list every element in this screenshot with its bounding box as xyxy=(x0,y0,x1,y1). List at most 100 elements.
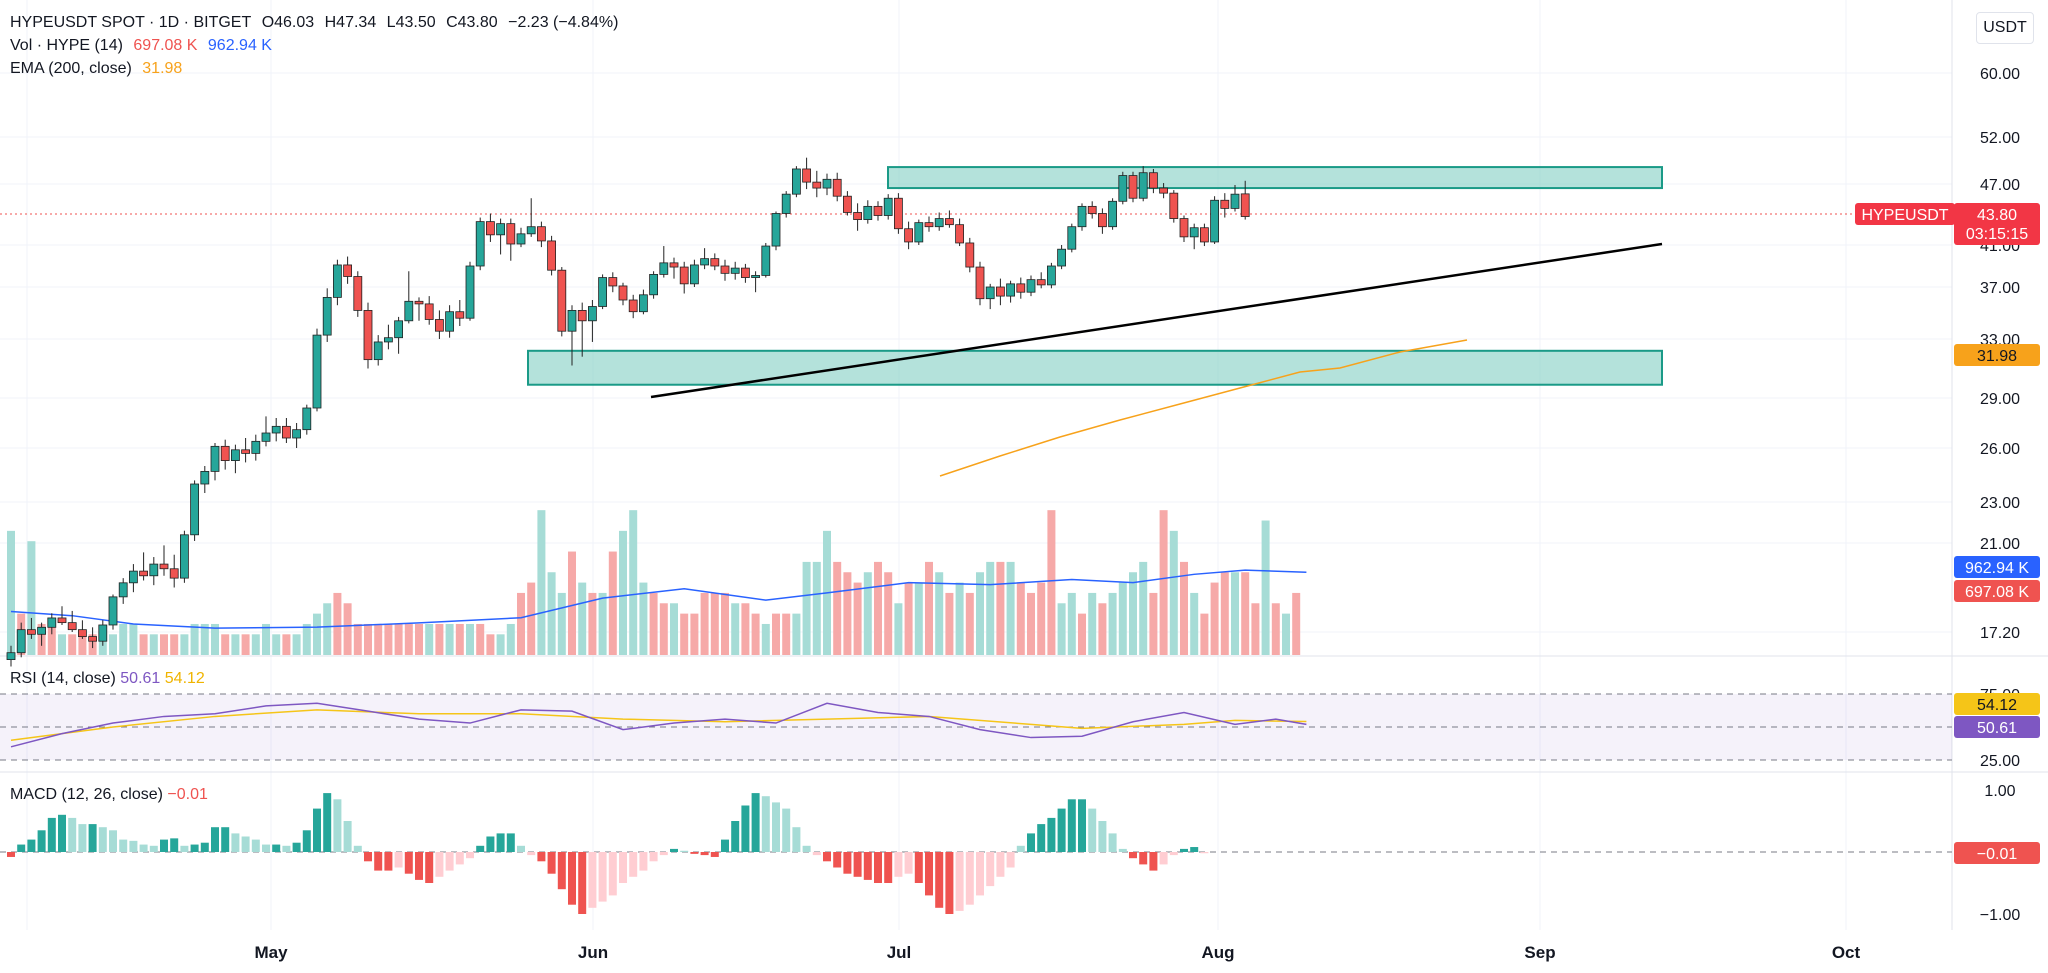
macd-histogram-bar xyxy=(659,852,668,856)
volume-bar xyxy=(527,582,536,655)
candle-body xyxy=(1036,279,1046,286)
volume-bar xyxy=(802,561,811,655)
volume-bar xyxy=(323,603,332,655)
macd-histogram-bar xyxy=(1006,852,1015,868)
candle-body xyxy=(608,277,618,287)
volume-bar xyxy=(1180,561,1188,655)
macd-histogram-bar xyxy=(914,852,923,883)
macd-histogram-bar xyxy=(874,852,882,883)
candle-body xyxy=(659,262,669,275)
candle-body xyxy=(455,311,465,319)
macd-histogram-bar xyxy=(374,852,383,871)
volume-bar xyxy=(313,613,321,655)
volume-bar xyxy=(1006,561,1015,655)
candle-body xyxy=(78,629,87,638)
macd-histogram-bar xyxy=(180,845,189,852)
macd-histogram-bar xyxy=(262,844,270,852)
macd-histogram-bar xyxy=(88,824,97,852)
volume-label[interactable]: Vol · HYPE (14) xyxy=(10,37,123,54)
macd-histogram-bar xyxy=(37,830,46,852)
candle-body xyxy=(496,223,506,236)
macd-histogram-bar xyxy=(925,852,933,896)
candle-body xyxy=(47,617,57,628)
price-tick-label: 47.00 xyxy=(1980,177,2020,194)
high-value: H47.34 xyxy=(324,14,377,31)
volume-bar xyxy=(853,582,862,655)
candle-body xyxy=(424,303,434,320)
candle-body xyxy=(271,425,281,434)
ema-badge-bg xyxy=(1954,344,2040,366)
macd-histogram-bar xyxy=(17,844,26,852)
macd-histogram-bar xyxy=(506,833,515,852)
ema-label[interactable]: EMA (200, close) xyxy=(10,60,132,77)
macd-histogram-bar xyxy=(619,852,627,883)
price-tick-label: 37.00 xyxy=(1980,280,2020,297)
volume-bar xyxy=(1108,592,1117,655)
volume-bar xyxy=(904,582,913,655)
currency-button[interactable]: USDT xyxy=(1976,12,2034,44)
rsi-ma-badge: 54.12 xyxy=(1977,697,2017,714)
volume-bar xyxy=(435,623,444,655)
volume-badge: 697.08 K xyxy=(1965,584,2029,601)
macd-histogram-bar xyxy=(772,802,780,852)
candle-body xyxy=(1138,172,1148,199)
volume-bar xyxy=(649,592,658,655)
candle-body xyxy=(1047,265,1056,286)
volume-bar xyxy=(190,623,199,655)
x-tick-label: May xyxy=(254,943,288,962)
volume-bar xyxy=(965,592,974,655)
rsi-badge: 50.61 xyxy=(1977,720,2017,737)
candle-body xyxy=(618,285,628,301)
volume-bar xyxy=(47,623,56,655)
macd-histogram-bar xyxy=(782,808,791,852)
candle-body xyxy=(1118,175,1128,202)
x-tick-label: Jun xyxy=(578,943,608,962)
candle-body xyxy=(1179,218,1189,238)
volume-bar xyxy=(741,603,750,655)
macd-histogram-bar xyxy=(761,796,770,852)
volume-bar xyxy=(1220,572,1229,655)
macd-histogram-bar xyxy=(1129,852,1137,859)
price-tick-label: 26.00 xyxy=(1980,441,2020,458)
volume-bar xyxy=(496,634,505,655)
volume-bar xyxy=(394,623,403,655)
volume-bar xyxy=(58,634,66,655)
candle-body xyxy=(353,276,363,311)
macd-histogram-bar xyxy=(598,852,607,902)
macd-histogram-bar xyxy=(690,852,699,854)
volume-bar xyxy=(404,623,413,655)
candle-body xyxy=(598,277,607,307)
volume-bar xyxy=(935,572,944,655)
symbol-title[interactable]: HYPEUSDT SPOT · 1D · BITGET xyxy=(10,14,252,31)
macd-value: −0.01 xyxy=(167,786,208,803)
volume-bar xyxy=(27,541,36,655)
macd-histogram-bar xyxy=(98,827,107,852)
volume-bar xyxy=(486,634,495,655)
macd-label[interactable]: MACD (12, 26, close) xyxy=(10,786,163,803)
candle-body xyxy=(16,629,26,654)
candle-body xyxy=(302,407,312,431)
candle-body xyxy=(445,311,455,332)
candle-body xyxy=(741,267,750,278)
candle-body xyxy=(383,337,393,343)
macd-histogram-bar xyxy=(639,852,648,871)
volume-bar xyxy=(374,623,383,655)
x-tick-label: Oct xyxy=(1832,943,1861,962)
macd-histogram-bar xyxy=(241,836,250,852)
rsi-ma-value: 54.12 xyxy=(164,670,205,687)
volume-bar xyxy=(7,530,15,655)
rsi-label[interactable]: RSI (14, close) xyxy=(10,670,116,687)
volume-bar xyxy=(537,510,546,655)
macd-histogram-bar xyxy=(455,852,464,865)
volume-bar xyxy=(384,623,393,655)
volume-bar xyxy=(894,603,903,655)
candle-body xyxy=(26,629,36,635)
volume-bar xyxy=(1210,582,1219,655)
macd-histogram-bar xyxy=(313,808,321,852)
candle-body xyxy=(1200,227,1209,243)
macd-histogram-bar xyxy=(384,852,393,871)
volume-bar xyxy=(1078,613,1086,655)
volume-bar xyxy=(333,592,342,655)
macd-histogram-bar xyxy=(894,852,903,877)
